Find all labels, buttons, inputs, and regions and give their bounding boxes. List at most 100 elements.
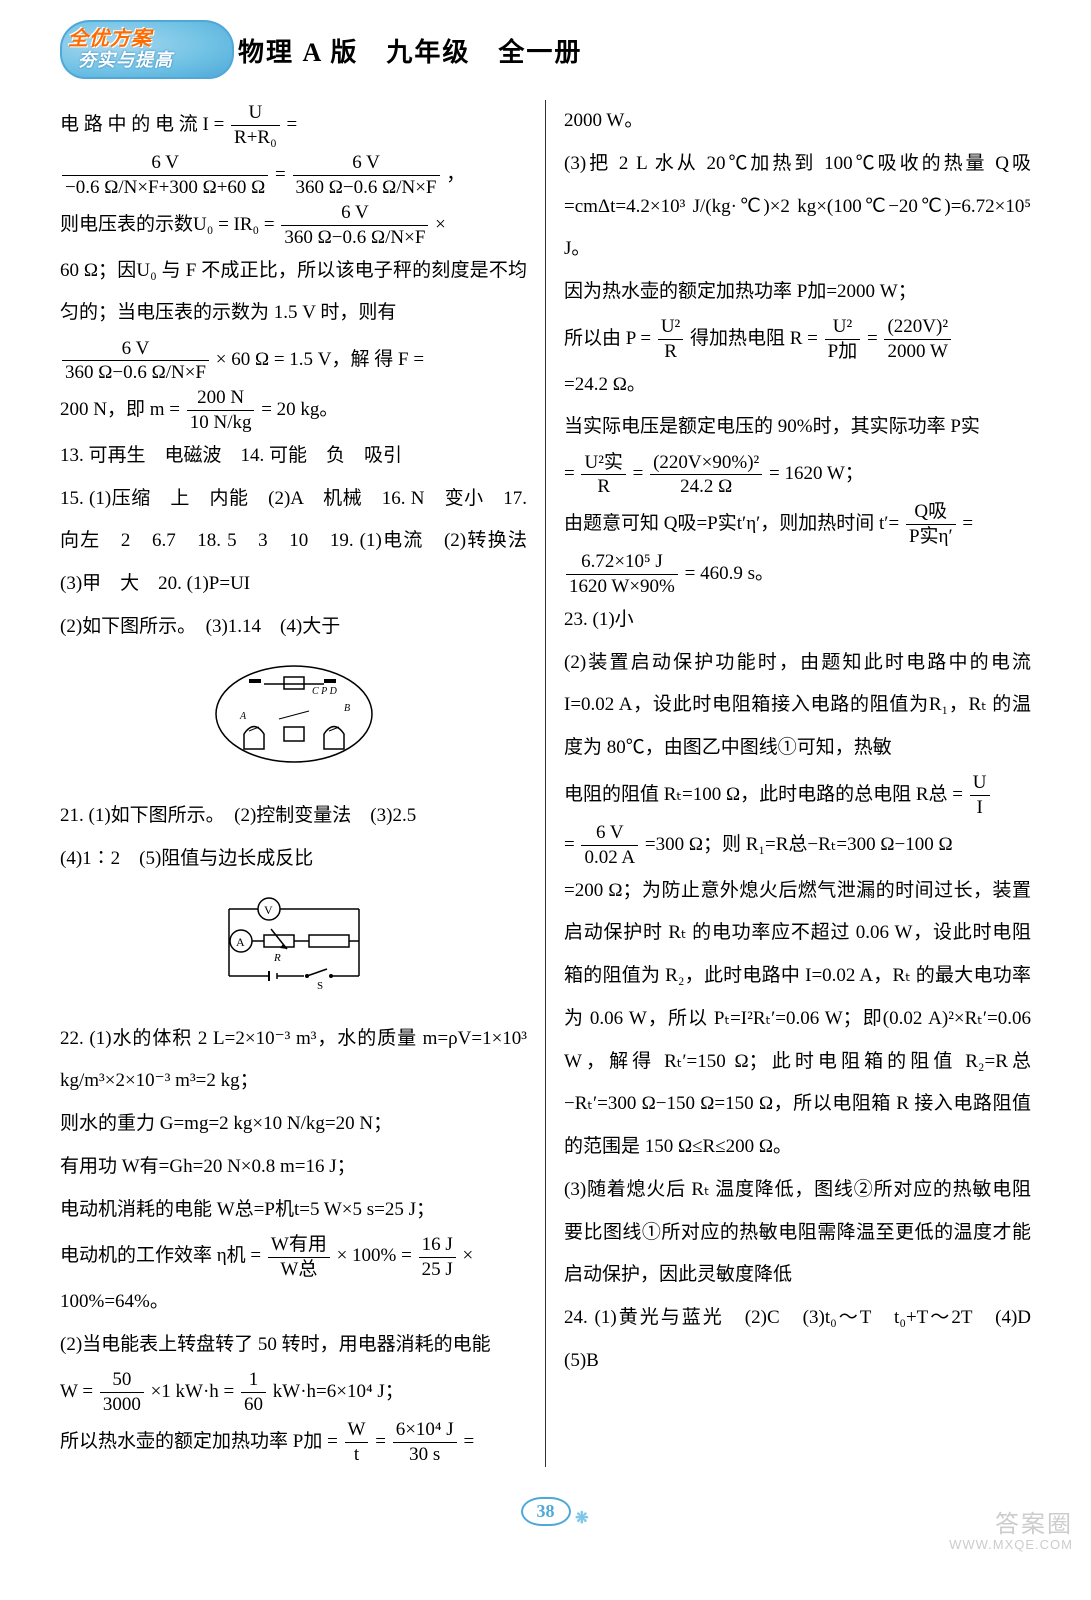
page-number: 38: [521, 1497, 571, 1526]
fraction: U²实 R: [581, 451, 625, 500]
text-line: 电 路 中 的 电 流 I = U R+R₀ =: [60, 100, 527, 150]
watermark-text: 答案圈: [949, 1513, 1073, 1537]
fraction: (220V×90%)² 24.2 Ω: [650, 451, 762, 500]
text-line: 6.72×10⁵ J 1620 W×90% = 460.9 s。: [564, 549, 1031, 599]
numerator: 50: [100, 1368, 144, 1393]
text-line: (3)把 2 L 水从 20℃加热到 100℃吸收的热量 Q吸=cmΔt=4.2…: [564, 143, 1031, 271]
denominator: R: [658, 340, 683, 364]
text-line: 有用功 W有=Gh=20 N×0.8 m=16 J；: [60, 1146, 527, 1189]
circuit-diagram-1: C P D B A: [60, 659, 527, 786]
fraction: 6 V 360 Ω−0.6 Ω/N×F: [293, 151, 440, 200]
numerator: 1: [241, 1368, 266, 1393]
text: =: [564, 463, 579, 484]
fraction: 16 J 25 J: [419, 1233, 456, 1282]
text: × 60 Ω = 1.5 V，解 得 F =: [216, 349, 424, 370]
svg-text:V: V: [264, 903, 273, 917]
page-title: 物理 A 版 九年级 全一册: [238, 32, 582, 69]
answer-line: (2)如下图所示。 (3)1.14 (4)大于: [60, 606, 527, 649]
fraction: U² R: [658, 315, 683, 364]
text-line: 电阻的阻值 Rₜ=100 Ω，此时电路的总电阻 R总 = U I: [564, 770, 1031, 820]
denominator: W总: [268, 1258, 330, 1282]
text-line: W = 50 3000 ×1 kW·h = 1 60 kW·h=6×10⁴ J；: [60, 1367, 527, 1417]
answer-line: 13. 可再生 电磁波 14. 可能 负 吸引: [60, 435, 527, 478]
text: 所以热水壶的额定加热功率 P加 =: [60, 1431, 343, 1452]
text-line: = U²实 R = (220V×90%)² 24.2 Ω = 1620 W；: [564, 449, 1031, 499]
fraction: U R+R₀: [231, 101, 280, 150]
column-left: 电 路 中 的 电 流 I = U R+R₀ = 6 V −0.6 Ω/N×F+…: [60, 100, 546, 1467]
text: W =: [60, 1381, 98, 1402]
denominator: 1620 W×90%: [566, 575, 678, 599]
denominator: 360 Ω−0.6 Ω/N×F: [281, 226, 428, 250]
two-column-layout: 电 路 中 的 电 流 I = U R+R₀ = 6 V −0.6 Ω/N×F+…: [60, 100, 1031, 1467]
text-line: 则水的重力 G=mg=2 kg×10 N/kg=20 N；: [60, 1103, 527, 1146]
text: =: [286, 114, 297, 135]
numerator: 6×10⁴ J: [393, 1418, 457, 1443]
fraction: 6×10⁴ J 30 s: [393, 1418, 457, 1467]
numerator: U: [231, 101, 280, 126]
text-line: 因为热水壶的额定加热功率 P加=2000 W；: [564, 271, 1031, 314]
denominator: 360 Ω−0.6 Ω/N×F: [293, 176, 440, 200]
page-number-wrap: 38: [60, 1497, 1031, 1526]
text-line: (3)随着熄火后 Rₜ 温度降低，图线②所对应的热敏电阻要比图线①所对应的热敏电…: [564, 1169, 1031, 1297]
numerator: 200 N: [187, 386, 255, 411]
denominator: 25 J: [419, 1258, 456, 1282]
denominator: 3000: [100, 1393, 144, 1417]
fraction: 6 V 0.02 A: [581, 821, 638, 870]
text-line: 电动机的工作效率 η机 = W有用 W总 × 100% = 16 J 25 J …: [60, 1231, 527, 1281]
text-line: 所以由 P = U² R 得加热电阻 R = U² P加 = (220V)² 2…: [564, 314, 1031, 364]
fraction: W有用 W总: [268, 1233, 330, 1282]
text: =: [633, 463, 648, 484]
numerator: 6 V: [62, 337, 209, 362]
text: 由题意可知 Q吸=P实t′η′，则加热时间 t′=: [564, 513, 904, 534]
circuit-diagram-2: V A R: [60, 891, 527, 1008]
svg-text:C P D: C P D: [312, 686, 338, 697]
denominator: 10 N/kg: [187, 411, 255, 435]
denominator: 24.2 Ω: [650, 475, 762, 499]
numerator: 6 V: [62, 151, 268, 176]
fraction: (220V)² 2000 W: [884, 315, 951, 364]
page-header: 全优方案 夯实与提高 物理 A 版 九年级 全一册: [60, 20, 1031, 80]
numerator: U²实: [581, 451, 625, 476]
text-line: =24.2 Ω。: [564, 364, 1031, 407]
svg-text:S: S: [317, 980, 323, 991]
fraction: 6 V 360 Ω−0.6 Ω/N×F: [281, 201, 428, 250]
denominator: P加: [825, 340, 861, 364]
fraction: 6 V −0.6 Ω/N×F+300 Ω+60 Ω: [62, 151, 268, 200]
denominator: 60: [241, 1393, 266, 1417]
fraction: 1 60: [241, 1368, 266, 1417]
text: = 20 kg。: [261, 399, 338, 420]
numerator: 16 J: [419, 1233, 456, 1258]
fraction: W t: [345, 1418, 369, 1467]
text-line: = 6 V 0.02 A =300 Ω；则 R₁=R总−Rₜ=300 Ω−100…: [564, 820, 1031, 870]
logo-text-bottom: 夯实与提高: [78, 46, 173, 72]
text: =: [867, 328, 882, 349]
numerator: 6 V: [293, 151, 440, 176]
fraction: Q吸 P实η′: [906, 500, 956, 549]
text: =: [962, 513, 973, 534]
denominator: R+R₀: [231, 126, 280, 150]
numerator: W: [345, 1418, 369, 1443]
numerator: U²: [658, 315, 683, 340]
text: 所以由 P =: [564, 328, 656, 349]
denominator: 2000 W: [884, 340, 951, 364]
text: kW·h=6×10⁴ J；: [273, 1381, 404, 1402]
numerator: 6.72×10⁵ J: [566, 550, 678, 575]
denominator: R: [581, 475, 625, 499]
text: =: [375, 1431, 390, 1452]
fraction: 200 N 10 N/kg: [187, 386, 255, 435]
numerator: W有用: [268, 1233, 330, 1258]
svg-text:A: A: [239, 711, 247, 722]
numerator: (220V×90%)²: [650, 451, 762, 476]
text-line: (2)当电能表上转盘转了 50 转时，用电器消耗的电能: [60, 1324, 527, 1367]
text-line: 当实际电压是额定电压的 90%时，其实际功率 P实: [564, 406, 1031, 449]
numerator: (220V)²: [884, 315, 951, 340]
text-line: =200 Ω；为防止意外熄火后燃气泄漏的时间过长，装置启动保护时 Rₜ 的电功率…: [564, 870, 1031, 1169]
text-line: (2)装置启动保护功能时，由题知此时电路中的电流 I=0.02 A，设此时电阻箱…: [564, 642, 1031, 770]
text: × 100% =: [337, 1245, 417, 1266]
text: ×: [463, 1245, 474, 1266]
numerator: 6 V: [281, 201, 428, 226]
text: 电阻的阻值 Rₜ=100 Ω，此时电路的总电阻 R总 =: [564, 784, 968, 805]
text-line: 100%=64%。: [60, 1281, 527, 1324]
fraction: 50 3000: [100, 1368, 144, 1417]
watermark: 答案圈 WWW.MXQE.COM: [949, 1513, 1073, 1552]
